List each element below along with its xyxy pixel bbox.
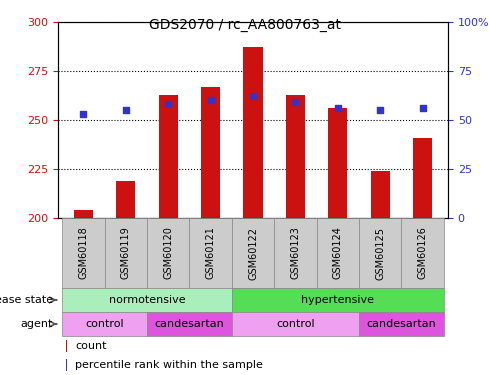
Bar [74, 210, 93, 218]
Bar [105, 218, 147, 288]
Text: count: count [75, 341, 106, 351]
Text: candesartan: candesartan [154, 319, 224, 329]
Text: normotensive: normotensive [109, 295, 185, 305]
Text: control: control [276, 319, 315, 329]
Bar [317, 218, 359, 288]
Point [207, 98, 215, 104]
Bar [359, 218, 401, 288]
Bar [413, 138, 432, 218]
Text: GDS2070 / rc_AA800763_at: GDS2070 / rc_AA800763_at [149, 18, 341, 32]
Bar [359, 312, 444, 336]
Bar [116, 181, 135, 218]
Bar [66, 340, 67, 352]
Bar [274, 218, 317, 288]
Bar [159, 94, 178, 218]
Point [164, 101, 172, 107]
Point [376, 107, 384, 113]
Text: control: control [85, 319, 124, 329]
Bar [190, 218, 232, 288]
Point [249, 93, 257, 99]
Text: GSM60122: GSM60122 [248, 226, 258, 279]
Bar [286, 94, 305, 218]
Text: GSM60120: GSM60120 [163, 226, 173, 279]
Bar [370, 171, 390, 218]
Point [418, 105, 426, 111]
Text: GSM60119: GSM60119 [121, 226, 131, 279]
Bar [244, 48, 263, 218]
Bar [62, 288, 232, 312]
Bar [232, 312, 359, 336]
Text: GSM60124: GSM60124 [333, 226, 343, 279]
Text: GSM60118: GSM60118 [78, 226, 88, 279]
Bar [232, 218, 274, 288]
Bar [401, 218, 444, 288]
Text: GSM60121: GSM60121 [206, 226, 216, 279]
Point [334, 105, 342, 111]
Bar [62, 312, 147, 336]
Text: GSM60125: GSM60125 [375, 226, 385, 279]
Bar [66, 359, 67, 371]
Bar [201, 87, 220, 218]
Point [292, 99, 299, 105]
Bar [147, 218, 190, 288]
Bar [62, 218, 105, 288]
Point [79, 111, 87, 117]
Text: disease state: disease state [0, 295, 53, 305]
Bar [232, 288, 444, 312]
Text: GSM60126: GSM60126 [417, 226, 428, 279]
Bar [328, 108, 347, 218]
Text: hypertensive: hypertensive [301, 295, 374, 305]
Text: agent: agent [21, 319, 53, 329]
Text: percentile rank within the sample: percentile rank within the sample [75, 360, 263, 370]
Point [122, 107, 130, 113]
Text: GSM60123: GSM60123 [291, 226, 300, 279]
Bar [147, 312, 232, 336]
Text: candesartan: candesartan [367, 319, 436, 329]
